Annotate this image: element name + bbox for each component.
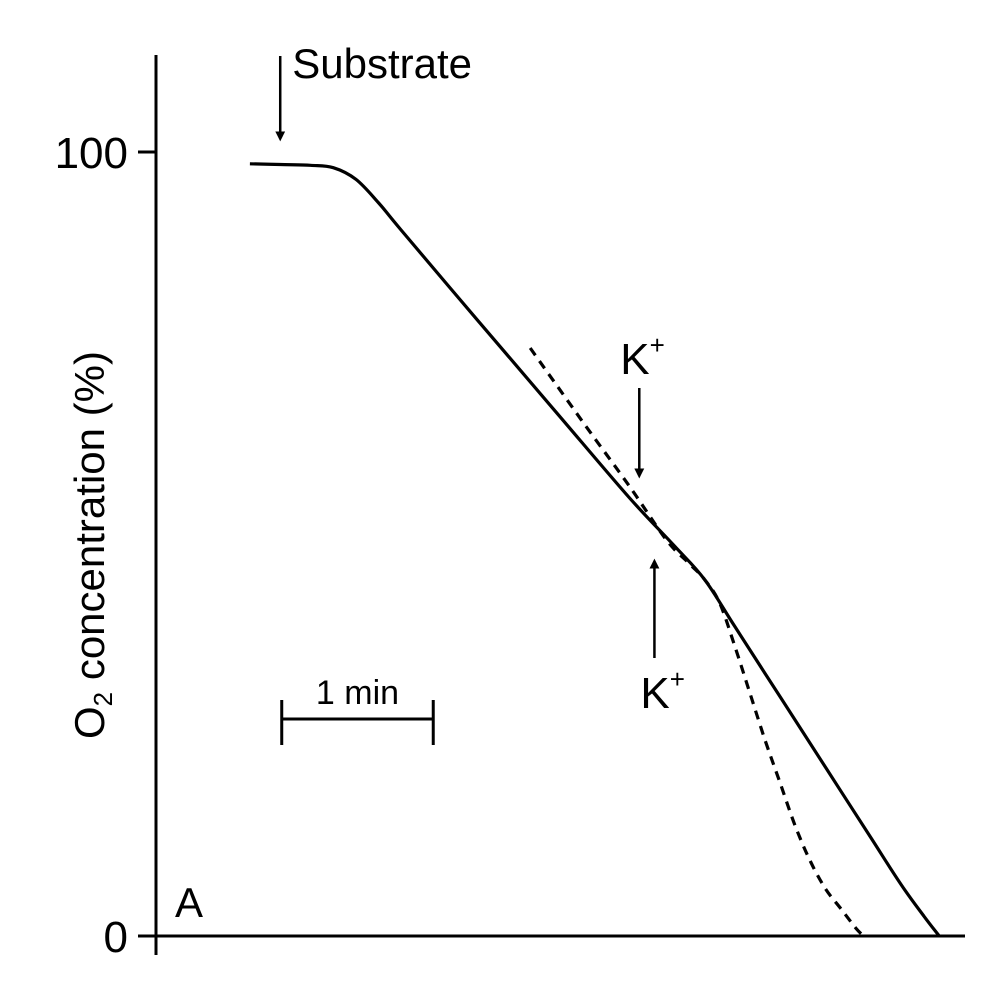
y-axis-label-suffix: concentration (%)	[66, 351, 113, 692]
y-axis-label-prefix: O	[66, 706, 113, 739]
y-tick-label-100: 100	[55, 129, 128, 178]
y-tick-label-0: 0	[104, 913, 128, 962]
k-plus-lower-superscript: +	[670, 664, 685, 694]
scale-bar-label: 1 min	[316, 674, 399, 712]
k-plus-upper-text: K	[620, 335, 649, 384]
series-line-dashed	[528, 347, 865, 938]
panel-label: A	[175, 879, 203, 926]
k-plus-upper-superscript: +	[650, 330, 665, 360]
k-plus-label-lower: K+	[640, 664, 685, 718]
series-line-solid	[249, 162, 941, 937]
k-plus-label-upper: K+	[620, 330, 665, 384]
y-axis-label-subscript: 2	[88, 692, 118, 706]
k-plus-lower-text: K	[640, 669, 669, 718]
y-axis-label: O2 concentration (%)	[66, 351, 118, 739]
substrate-label: Substrate	[292, 40, 472, 87]
